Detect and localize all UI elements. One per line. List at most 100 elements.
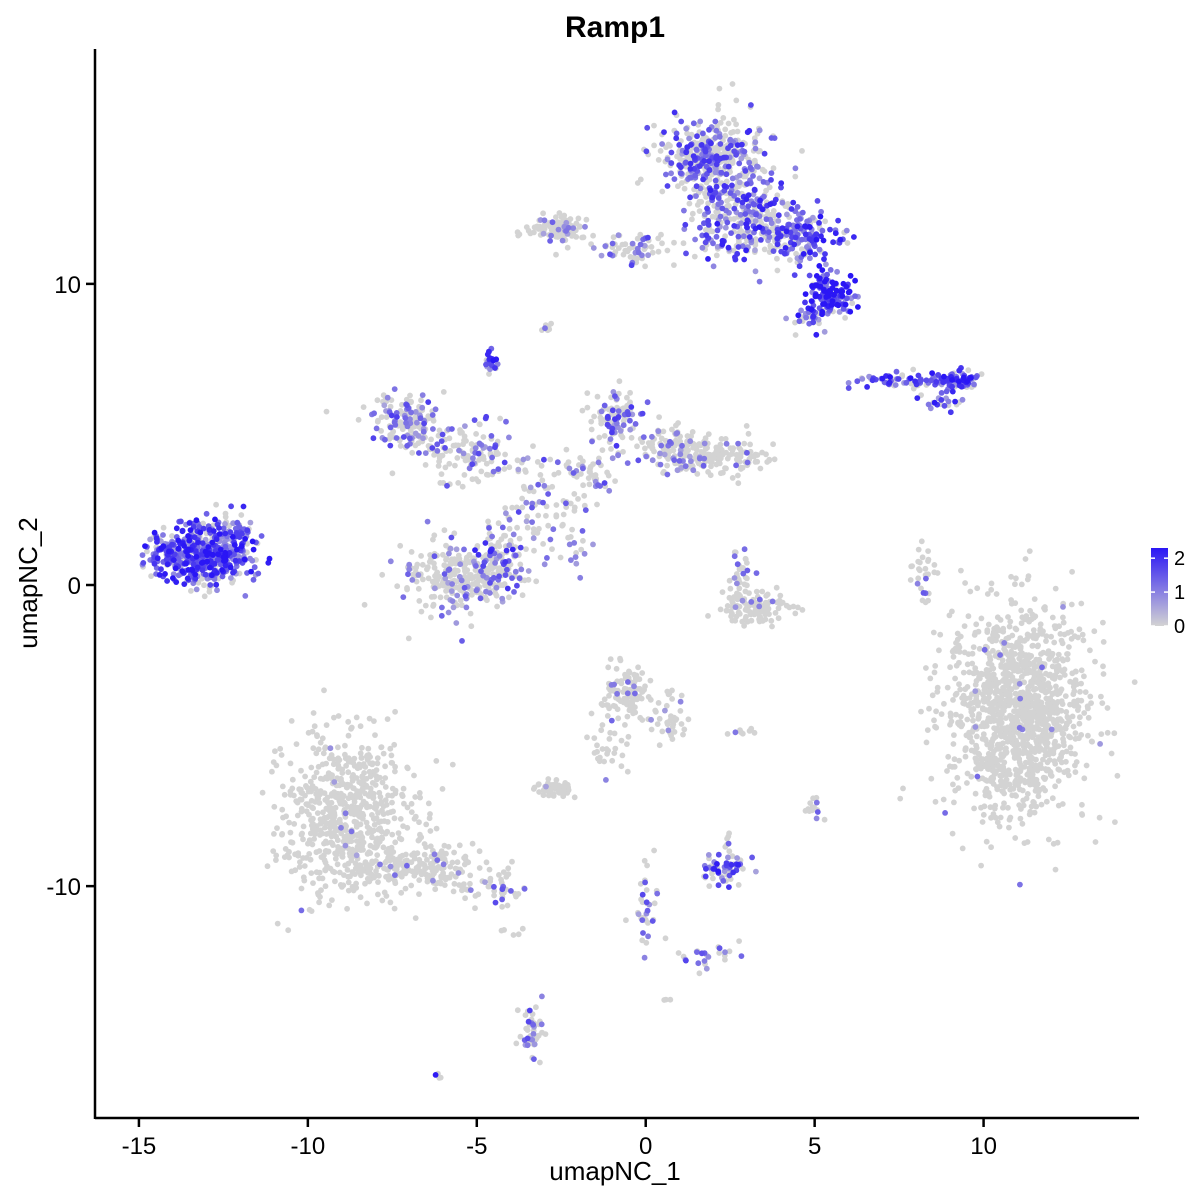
cell-point [983,785,990,792]
cell-point [957,686,964,693]
cell-point [429,868,436,874]
cell-point [937,631,944,638]
cell-point [1087,693,1094,700]
cell-point [384,828,391,835]
cell-point [735,440,741,447]
cell-point [271,831,277,837]
cell-point [468,572,474,578]
cell-point [139,552,146,558]
cell-point [514,457,521,464]
cell-point [986,694,992,701]
cell-point [720,115,727,121]
cell-point [970,644,977,650]
cell-point [1006,816,1013,823]
cell-point [705,613,711,619]
cell-point [983,683,989,689]
cell-point [658,442,665,449]
cell-point [371,816,378,822]
cell-point [715,106,721,113]
cell-point [1077,688,1083,695]
cell-point [978,760,985,766]
cell-point [995,742,1002,749]
cell-point [537,1059,543,1066]
cell-point [813,815,820,822]
cell-point [725,120,732,127]
cell-point [416,877,423,883]
cell-point [777,592,784,599]
cell-point [428,594,435,600]
cell-point [1042,766,1049,772]
cell-point [420,576,426,583]
cell-point [984,629,991,635]
cell-point [1013,575,1019,582]
cell-point [533,1004,539,1011]
cell-point [932,663,939,669]
cell-point [659,141,665,147]
cell-point [691,253,698,260]
cell-point [331,714,337,721]
cell-point [984,591,991,597]
cell-point [435,463,442,469]
cell-point [426,815,433,822]
cell-point [1053,683,1059,690]
cell-point [560,511,567,518]
cell-point [377,800,384,807]
cell-point [487,590,493,596]
cell-point [1068,750,1075,757]
cell-point [420,428,427,435]
cell-point [735,480,742,487]
cell-point [992,676,999,682]
cell-point [643,453,650,460]
cell-point [1050,748,1057,755]
cell-point [1046,751,1053,758]
cell-point [571,491,578,497]
cell-point [665,727,672,734]
cell-point [327,825,334,831]
cell-point [1008,713,1015,720]
cell-point [993,637,999,644]
cell-point [1016,724,1023,731]
cell-point [347,791,354,798]
cell-point [524,513,531,520]
cell-point [656,715,663,722]
cell-point [1024,771,1031,778]
cell-point [385,876,392,883]
cell-point [1026,548,1033,554]
cell-point [581,502,588,509]
cell-point [1059,656,1066,662]
cell-point [354,832,361,839]
cell-point [534,530,541,536]
cell-point [1037,674,1043,680]
cell-point [1058,686,1065,693]
cell-point [1049,614,1056,621]
cell-point [748,599,755,605]
cell-point [756,603,763,610]
cell-point [662,935,669,942]
cell-point [571,794,578,801]
cell-point [997,772,1004,779]
cell-point [694,202,701,208]
cell-point [1020,750,1026,757]
cell-point [1018,607,1025,614]
cell-point [465,453,471,459]
cell-point [746,159,753,166]
cell-point [664,247,671,254]
cell-point [578,471,584,477]
cell-point [201,593,208,600]
cell-point [365,745,372,752]
cell-point [1022,556,1029,562]
cell-point [367,785,374,792]
cell-point [607,729,614,736]
cell-point [335,744,341,751]
cell-point [377,861,383,868]
cell-point [519,495,525,502]
cell-point [1008,573,1014,580]
cell-point [932,723,938,730]
cell-point [394,583,401,590]
cell-point [607,436,614,442]
cell-point [214,587,220,594]
cell-point [480,453,487,460]
cell-point [734,855,740,861]
cell-point [388,752,395,759]
cell-point [751,453,758,460]
